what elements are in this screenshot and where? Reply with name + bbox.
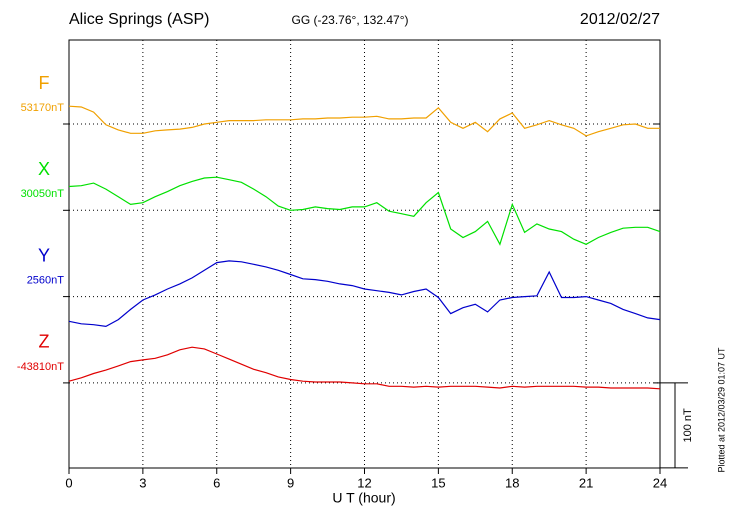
series-name: Z bbox=[39, 332, 50, 352]
scale-bar-label: 100 nT bbox=[682, 408, 694, 443]
chart-subtitle: GG (-23.76°, 132.47°) bbox=[292, 13, 409, 27]
series-name: F bbox=[39, 73, 50, 93]
x-tick-label: 15 bbox=[431, 475, 445, 490]
baseline-label: 53170nT bbox=[21, 102, 65, 114]
series-line bbox=[68, 346, 661, 390]
x-tick-label: 3 bbox=[139, 475, 146, 490]
series-line bbox=[68, 260, 661, 328]
baseline-label: 30050nT bbox=[21, 188, 65, 200]
x-tick-label: 18 bbox=[505, 475, 519, 490]
x-tick-label: 6 bbox=[213, 475, 220, 490]
series-name: Y bbox=[38, 245, 50, 265]
x-tick-label: 9 bbox=[287, 475, 294, 490]
footnote: Plotted at 2012/03/29 01:07 UT bbox=[716, 347, 726, 473]
x-tick-label: 12 bbox=[357, 475, 371, 490]
baseline-label: -43810nT bbox=[17, 361, 64, 373]
series-line bbox=[68, 105, 660, 137]
series-name: X bbox=[38, 159, 50, 179]
chart-date: 2012/02/27 bbox=[580, 11, 660, 28]
x-axis-label: U T (hour) bbox=[332, 490, 395, 506]
x-tick-label: 21 bbox=[579, 475, 593, 490]
chart-title: Alice Springs (ASP) bbox=[69, 11, 210, 28]
x-tick-label: 0 bbox=[65, 475, 72, 490]
x-tick-label: 24 bbox=[653, 475, 667, 490]
series-line bbox=[68, 176, 661, 246]
baseline-label: 2560nT bbox=[27, 275, 65, 287]
